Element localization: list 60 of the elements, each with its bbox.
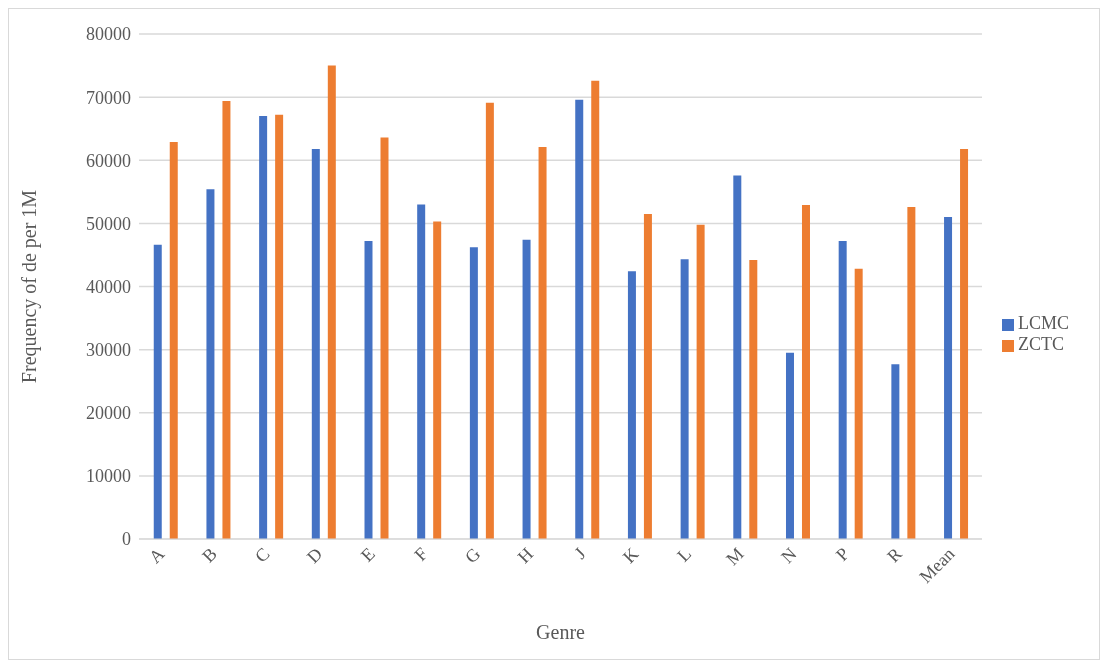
- bar: [417, 204, 426, 539]
- x-axis-title: Genre: [536, 621, 586, 643]
- x-tick-label: R: [883, 543, 906, 567]
- bar: [944, 217, 953, 539]
- bar: [169, 141, 178, 539]
- x-tick-label: N: [777, 543, 801, 568]
- legend-label: LCMC: [1017, 313, 1069, 333]
- y-tick-label: 0: [122, 529, 131, 550]
- bar: [222, 100, 231, 539]
- x-tick-label: D: [302, 543, 327, 568]
- bar: [485, 102, 494, 539]
- y-tick-label: 70000: [86, 87, 131, 108]
- y-tick-label: 80000: [86, 24, 131, 45]
- bar: [733, 175, 742, 539]
- x-tick-label: A: [144, 543, 169, 568]
- bar: [838, 241, 847, 539]
- bar: [749, 259, 758, 539]
- x-tick-label: F: [410, 543, 432, 565]
- bar: [538, 146, 547, 539]
- bar: [854, 268, 863, 539]
- bar: [891, 364, 900, 539]
- bar: [380, 137, 389, 539]
- bar: [275, 114, 284, 539]
- x-tick-label: C: [250, 543, 274, 567]
- x-tick-label: B: [198, 543, 221, 567]
- bar: [327, 65, 336, 539]
- bar: [153, 244, 162, 539]
- x-tick-label: L: [673, 543, 696, 566]
- bar: [522, 239, 531, 539]
- x-tick-label: P: [831, 543, 854, 565]
- bar: [696, 224, 705, 539]
- x-tick-label: H: [513, 543, 537, 568]
- bar: [311, 148, 320, 539]
- bar: [591, 80, 600, 539]
- x-tick-label: G: [460, 543, 485, 568]
- x-tick-label: M: [722, 543, 748, 570]
- x-tick-label: J: [570, 543, 590, 563]
- y-tick-label: 50000: [86, 213, 131, 234]
- bar: [433, 221, 442, 539]
- bar: [259, 116, 268, 539]
- x-tick-label: E: [357, 543, 379, 566]
- y-axis-title: Frequency of de per 1M: [18, 189, 42, 384]
- bar: [469, 247, 478, 539]
- x-tick-label: K: [619, 543, 643, 568]
- bar: [206, 189, 215, 539]
- legend-label: ZCTC: [1017, 334, 1064, 354]
- bar: [907, 206, 916, 539]
- y-tick-label: 20000: [86, 403, 131, 424]
- y-tick-label: 30000: [86, 340, 131, 361]
- bar: [364, 241, 373, 539]
- y-tick-label: 10000: [86, 466, 131, 487]
- bar: [680, 259, 689, 539]
- bar: [643, 213, 652, 539]
- y-tick-label: 60000: [86, 150, 131, 171]
- bar: [801, 205, 810, 539]
- bar: [785, 352, 794, 539]
- bar: [575, 99, 584, 539]
- y-tick-label: 40000: [86, 276, 131, 297]
- bar: [960, 148, 969, 539]
- bar: [627, 271, 636, 539]
